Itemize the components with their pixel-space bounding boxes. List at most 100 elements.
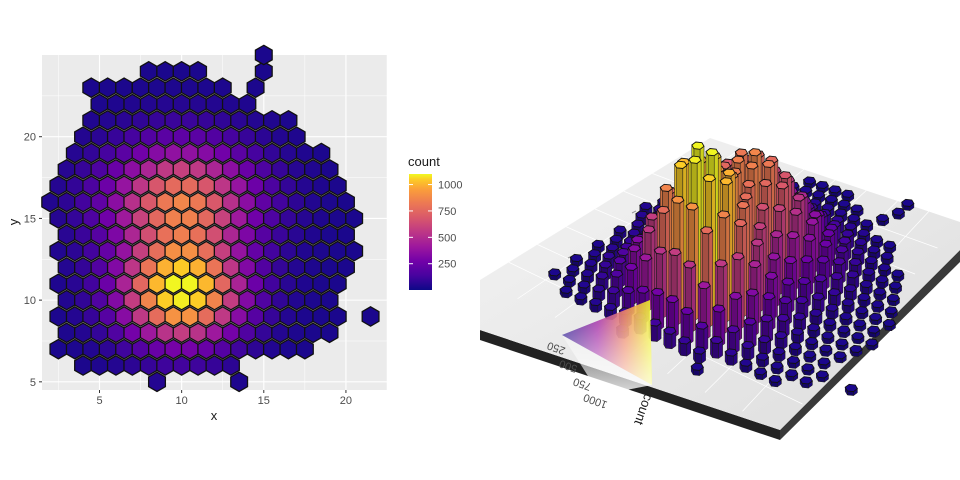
- y-tick-label: 15: [24, 213, 36, 225]
- hex-cell: [131, 109, 150, 131]
- hex-cell: [279, 207, 298, 229]
- hex-cell: [246, 175, 265, 197]
- hex-column-top: [828, 185, 842, 194]
- hex-column-top: [797, 276, 812, 286]
- hex-column-top: [760, 314, 774, 323]
- hex-column-top: [871, 300, 885, 309]
- hex-column-top: [748, 148, 762, 157]
- hex-cell: [147, 142, 167, 164]
- hex-column-top: [736, 200, 750, 210]
- hex-column-top: [781, 277, 795, 286]
- hex-cell: [189, 191, 208, 213]
- hex-column: [768, 374, 782, 388]
- hex-column-top: [584, 258, 598, 267]
- hex-cell: [147, 175, 167, 197]
- hex-column-top: [841, 189, 855, 198]
- hex-cell: [189, 355, 208, 376]
- hex-column-top: [650, 287, 665, 297]
- hex-column-top: [851, 332, 865, 341]
- hex-cell: [115, 77, 134, 99]
- hex-cell: [57, 191, 76, 213]
- hex-column: [786, 355, 801, 369]
- hex-column: [639, 253, 653, 313]
- hex-column: [880, 251, 894, 266]
- hex-column-top: [868, 312, 883, 321]
- hex-cell: [90, 289, 109, 311]
- hex-column: [817, 357, 831, 370]
- hex-cell: [180, 142, 199, 164]
- legend-tick-label: 500: [438, 232, 456, 244]
- hex-column: [867, 325, 881, 338]
- hex-cell: [115, 306, 134, 327]
- hex-cell: [131, 142, 150, 164]
- hex-column: [882, 318, 897, 332]
- hex-cell: [320, 224, 339, 246]
- hex-cell: [238, 126, 257, 148]
- hex-cell: [156, 93, 175, 115]
- hex-column-top: [891, 269, 905, 278]
- hex-column-top: [692, 346, 707, 355]
- hex-column: [865, 338, 879, 351]
- hex-cell: [312, 306, 331, 327]
- hex-column: [690, 362, 704, 377]
- hex-column: [841, 189, 855, 203]
- hex-cell: [123, 126, 142, 148]
- hex-cell: [115, 109, 134, 131]
- hex-column-top: [680, 306, 694, 316]
- hex-cell: [361, 306, 380, 327]
- hex-cell: [147, 77, 167, 99]
- hex-cell: [287, 257, 306, 278]
- hex-column-top: [673, 160, 688, 169]
- hex-column-top: [702, 174, 717, 183]
- hex-cell: [312, 175, 331, 197]
- hex-cell: [139, 191, 158, 213]
- hex-cell: [98, 77, 117, 99]
- hex-cell: [336, 191, 355, 213]
- hex-cell: [156, 158, 175, 180]
- hex-column: [823, 317, 837, 333]
- hex-column-top: [888, 281, 903, 290]
- hex-column-top: [817, 357, 831, 366]
- hex-column-top: [789, 207, 803, 216]
- hex-column-top: [741, 340, 755, 350]
- hex-column: [805, 336, 819, 351]
- hex-column-top: [786, 231, 800, 240]
- hex-cell: [238, 191, 257, 213]
- hex-column-top: [785, 369, 799, 378]
- hex-column-top: [823, 317, 837, 327]
- hex-cell: [156, 355, 175, 376]
- hex-column-top: [733, 218, 748, 228]
- hex-column-top: [748, 260, 762, 269]
- hex-column-top: [682, 260, 697, 269]
- hex-column-top: [811, 190, 826, 199]
- hex-cell: [74, 158, 93, 180]
- hex-column-top: [605, 243, 620, 252]
- hex-cell: [57, 322, 76, 344]
- hex-column: [726, 325, 740, 354]
- legend-3d-fade: [562, 300, 652, 395]
- hex-cell: [189, 60, 208, 82]
- hex-column-top: [648, 318, 662, 327]
- hex-cell: [279, 142, 298, 164]
- hex-column: [709, 335, 724, 359]
- hex-column-top: [616, 247, 630, 257]
- hex-cell: [123, 355, 142, 376]
- legend-ticks: 250 500 750 1000: [409, 180, 462, 271]
- hex-cell: [262, 109, 282, 131]
- hex-column-top: [834, 208, 848, 217]
- hex-column-top: [790, 327, 805, 336]
- hex-column-side: [650, 325, 658, 342]
- hex-cell: [238, 158, 257, 180]
- hex-column-top: [824, 194, 839, 203]
- hex-column-top: [764, 271, 779, 280]
- hex-cell: [230, 371, 249, 393]
- hex-cell: [82, 142, 101, 164]
- hex-cell: [139, 289, 158, 311]
- hex-cells: [41, 44, 380, 393]
- hex-cell: [49, 175, 68, 197]
- hex-cell: [271, 158, 290, 180]
- hex-column-top: [865, 338, 879, 347]
- hex-column-top: [867, 245, 881, 254]
- hex-cell: [213, 306, 232, 327]
